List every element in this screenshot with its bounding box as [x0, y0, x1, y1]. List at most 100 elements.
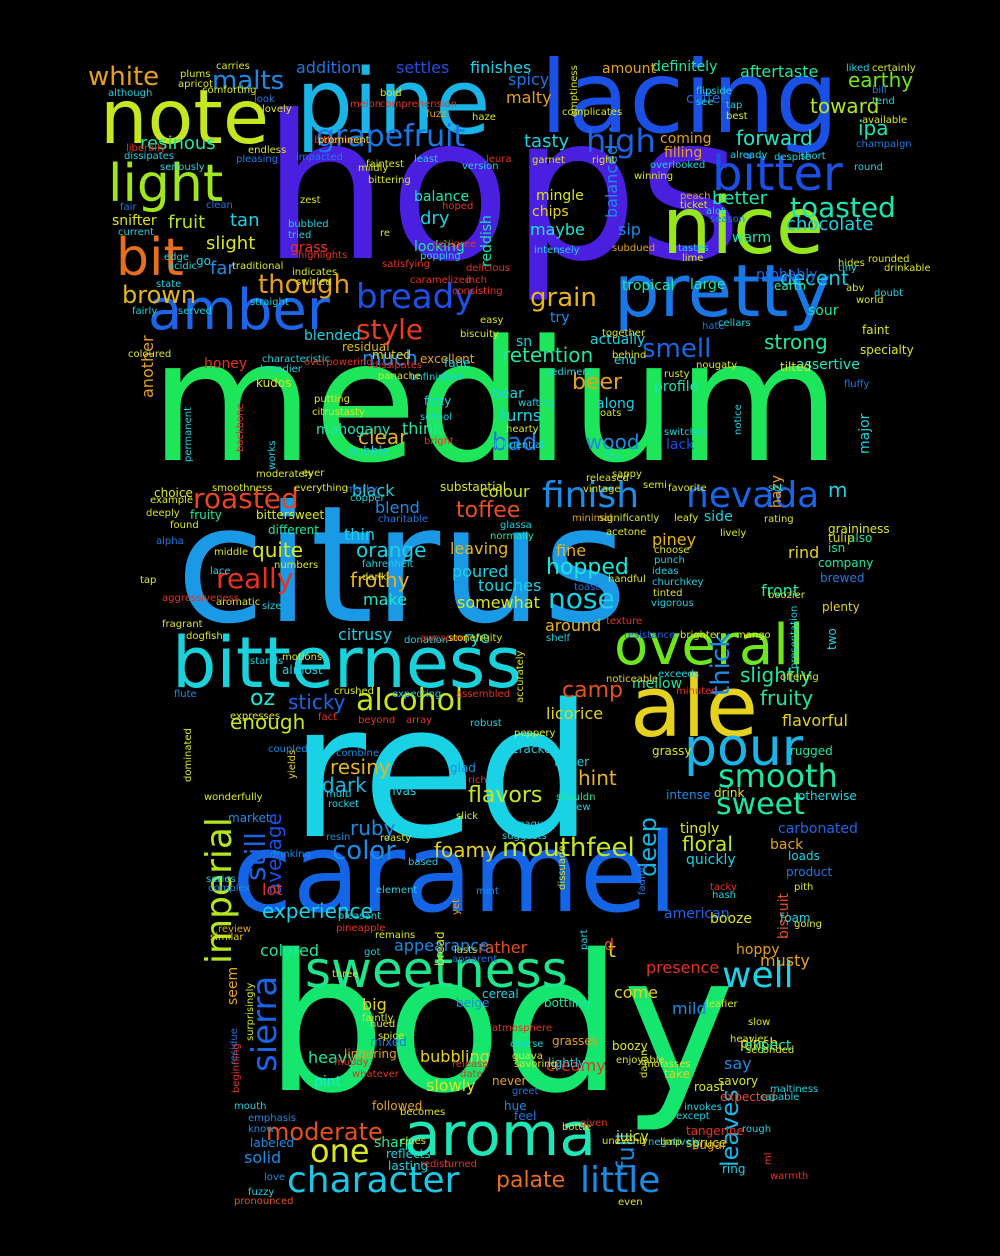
cloud-word: consisting — [452, 286, 503, 297]
cloud-word: see — [696, 97, 714, 108]
cloud-word: finger — [554, 755, 590, 769]
cloud-word: molasses — [644, 1059, 691, 1070]
cloud-word: hops — [262, 73, 743, 306]
cloud-word: appearance — [394, 936, 489, 955]
cloud-word: dank — [362, 572, 387, 583]
cloud-word: similar — [210, 932, 244, 943]
cloud-word: atmosphere — [492, 1023, 552, 1034]
cloud-word: tiny — [838, 263, 857, 274]
cloud-word: lingering — [344, 1047, 397, 1061]
cloud-word: slowly — [426, 1076, 476, 1095]
cloud-word: brighter — [680, 630, 721, 641]
cloud-word: pineapple — [336, 923, 386, 934]
cloud-word: inch — [466, 275, 487, 286]
cloud-word: sticky — [288, 690, 346, 714]
cloud-word: fading — [637, 863, 648, 895]
cloud-word: endless — [248, 145, 287, 156]
cloud-word: notice — [733, 404, 744, 435]
cloud-word: edge — [164, 252, 189, 263]
cloud-word: tap — [726, 100, 743, 111]
cloud-word: addition — [296, 58, 362, 77]
cloud-word: far — [210, 258, 235, 279]
cloud-word: brewed — [820, 571, 865, 585]
cloud-word: fits — [604, 451, 620, 462]
cloud-word: delicious — [466, 263, 510, 274]
cloud-word: presence — [646, 958, 720, 977]
cloud-word: minimal — [572, 513, 613, 524]
cloud-word: beige — [456, 996, 490, 1010]
cloud-word: favorite — [668, 483, 707, 494]
cloud-word: ale — [630, 658, 758, 757]
cloud-word: presentation — [789, 605, 800, 669]
cloud-word: end — [614, 353, 637, 367]
cloud-word: citrustasty — [312, 407, 365, 418]
cloud-word: earth — [774, 279, 806, 293]
cloud-word: offering — [780, 672, 819, 683]
cloud-word: nose — [548, 582, 615, 615]
cloud-word: d — [604, 935, 615, 954]
cloud-word: apricot — [178, 79, 213, 90]
cloud-word: malts — [212, 66, 285, 96]
cloud-word: mixed — [370, 1035, 407, 1049]
cloud-word: boozy — [612, 1039, 648, 1053]
cloud-word: beginning — [231, 1043, 242, 1093]
cloud-word: assertive — [796, 357, 860, 373]
cloud-word: short — [800, 151, 826, 162]
cloud-word: re — [380, 228, 391, 239]
cloud-word: season — [710, 214, 746, 225]
cloud-word: fluffy — [844, 379, 870, 390]
cloud-word: sharp — [374, 1135, 414, 1151]
cloud-word: finishes — [470, 58, 532, 77]
cloud-word: red — [290, 664, 594, 880]
cloud-word: zest — [300, 195, 321, 206]
cloud-word: wonderfully — [204, 792, 263, 803]
cloud-word: probably — [756, 267, 818, 283]
cloud-word: ml — [763, 1152, 774, 1165]
cloud-word: graininess — [828, 522, 890, 536]
cloud-word: different — [268, 523, 319, 537]
cloud-word: rating — [764, 514, 794, 525]
cloud-word: behind — [612, 350, 647, 361]
cloud-word: given — [580, 1118, 608, 1129]
cloud-word: carbonated — [778, 821, 858, 837]
cloud-word: enough — [230, 710, 306, 734]
cloud-word: mint — [476, 886, 499, 897]
cloud-word: complex — [208, 883, 251, 894]
cloud-word: bear — [492, 386, 524, 402]
cloud-word: dogfish — [186, 631, 223, 642]
cloud-word: creamy — [546, 1056, 606, 1075]
cloud-word: champaign — [856, 139, 912, 150]
cloud-word: black — [352, 481, 395, 500]
cloud-word: bitter — [712, 146, 843, 202]
cloud-word: alpha — [156, 536, 184, 547]
cloud-word: grain — [530, 283, 597, 313]
cloud-word: fuzz — [426, 109, 447, 120]
cloud-word: invokes — [684, 1102, 722, 1113]
cloud-word: turns — [500, 406, 542, 425]
cloud-word: solid — [244, 1148, 282, 1167]
cloud-word: citrusy — [338, 625, 393, 644]
cloud-word: cellars — [718, 318, 751, 329]
cloud-word: together — [602, 328, 646, 339]
cloud-word: putting — [314, 394, 350, 405]
cloud-word: almost — [282, 663, 323, 677]
cloud-word: substantial — [440, 480, 507, 494]
cloud-word: loads — [788, 849, 820, 863]
cloud-word: sweet — [716, 787, 805, 822]
cloud-word: toward — [810, 94, 880, 118]
cloud-word: three — [332, 969, 359, 980]
cloud-word: product — [786, 865, 833, 879]
cloud-word: coloured — [128, 349, 172, 360]
cloud-word: grasses — [552, 1034, 599, 1048]
cloud-word: faintly — [362, 1013, 394, 1024]
cloud-word: slow — [748, 1017, 771, 1028]
cloud-word: smooth — [718, 757, 838, 795]
cloud-word: greet — [512, 1086, 539, 1097]
cloud-word: drinkable — [884, 263, 931, 274]
cloud-word: sugar — [693, 1138, 727, 1152]
cloud-word: reddish — [479, 215, 495, 267]
cloud-word: glassa — [500, 520, 532, 531]
cloud-word: specialty — [860, 343, 914, 357]
cloud-word: foam — [780, 911, 811, 925]
